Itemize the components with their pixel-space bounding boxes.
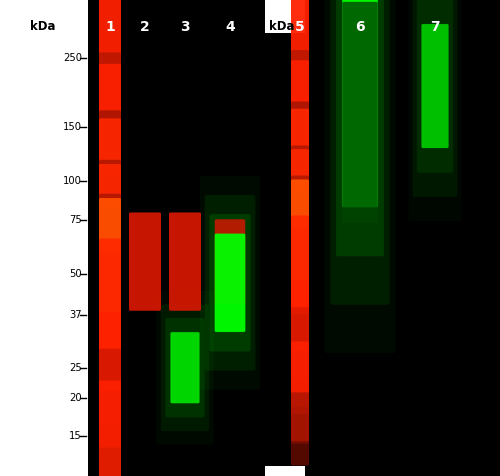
FancyBboxPatch shape bbox=[330, 0, 390, 305]
FancyBboxPatch shape bbox=[99, 181, 121, 275]
FancyBboxPatch shape bbox=[417, 0, 453, 173]
FancyBboxPatch shape bbox=[99, 174, 121, 232]
FancyBboxPatch shape bbox=[99, 312, 121, 424]
FancyBboxPatch shape bbox=[99, 391, 121, 448]
Text: 100: 100 bbox=[256, 159, 275, 169]
FancyBboxPatch shape bbox=[291, 176, 309, 239]
FancyBboxPatch shape bbox=[291, 414, 309, 466]
Bar bbox=[88, 33, 280, 466]
FancyBboxPatch shape bbox=[291, 280, 309, 380]
FancyBboxPatch shape bbox=[421, 24, 449, 149]
FancyBboxPatch shape bbox=[291, 165, 309, 248]
Text: 7: 7 bbox=[430, 20, 440, 34]
Text: 250: 250 bbox=[256, 50, 275, 60]
Text: 6: 6 bbox=[355, 20, 365, 34]
FancyBboxPatch shape bbox=[99, 210, 121, 268]
FancyBboxPatch shape bbox=[291, 159, 309, 210]
Text: 50: 50 bbox=[70, 269, 82, 279]
Text: kDa: kDa bbox=[269, 20, 294, 33]
FancyBboxPatch shape bbox=[99, 164, 121, 276]
FancyBboxPatch shape bbox=[291, 307, 309, 407]
Text: 100: 100 bbox=[63, 176, 82, 186]
FancyBboxPatch shape bbox=[99, 349, 121, 420]
FancyBboxPatch shape bbox=[166, 318, 204, 417]
FancyBboxPatch shape bbox=[422, 24, 448, 148]
FancyBboxPatch shape bbox=[99, 380, 121, 476]
FancyBboxPatch shape bbox=[170, 332, 200, 404]
FancyBboxPatch shape bbox=[412, 0, 458, 197]
FancyBboxPatch shape bbox=[99, 160, 121, 231]
Text: 250: 250 bbox=[63, 53, 82, 63]
FancyBboxPatch shape bbox=[99, 198, 121, 351]
FancyBboxPatch shape bbox=[99, 253, 121, 324]
FancyBboxPatch shape bbox=[291, 314, 309, 377]
Text: 20: 20 bbox=[262, 352, 275, 362]
FancyBboxPatch shape bbox=[204, 195, 256, 370]
Text: 20: 20 bbox=[70, 393, 82, 403]
Text: 25: 25 bbox=[69, 363, 82, 373]
Text: 5: 5 bbox=[295, 20, 305, 34]
Text: 4: 4 bbox=[225, 20, 235, 34]
Text: 2: 2 bbox=[140, 20, 150, 34]
FancyBboxPatch shape bbox=[99, 194, 121, 265]
FancyBboxPatch shape bbox=[99, 0, 121, 120]
Text: 25: 25 bbox=[262, 325, 275, 335]
Text: 1: 1 bbox=[105, 20, 115, 34]
Bar bbox=[0, 0, 88, 476]
FancyBboxPatch shape bbox=[342, 0, 378, 208]
Text: 75: 75 bbox=[69, 215, 82, 225]
FancyBboxPatch shape bbox=[99, 64, 121, 189]
FancyBboxPatch shape bbox=[99, 52, 121, 123]
FancyBboxPatch shape bbox=[291, 216, 309, 351]
Text: 15: 15 bbox=[69, 431, 82, 441]
FancyBboxPatch shape bbox=[170, 332, 200, 403]
Text: 15: 15 bbox=[262, 387, 275, 397]
FancyBboxPatch shape bbox=[99, 348, 121, 447]
FancyBboxPatch shape bbox=[99, 58, 121, 181]
FancyBboxPatch shape bbox=[169, 212, 201, 311]
FancyBboxPatch shape bbox=[342, 0, 378, 208]
Bar bbox=[280, 33, 500, 466]
FancyBboxPatch shape bbox=[291, 0, 309, 111]
Text: 150: 150 bbox=[256, 111, 275, 121]
Text: 75: 75 bbox=[262, 194, 275, 204]
FancyBboxPatch shape bbox=[291, 101, 309, 165]
Text: 150: 150 bbox=[63, 121, 82, 131]
Text: 37: 37 bbox=[262, 278, 275, 288]
FancyBboxPatch shape bbox=[161, 305, 209, 431]
FancyBboxPatch shape bbox=[342, 2, 378, 223]
FancyBboxPatch shape bbox=[215, 219, 245, 304]
FancyBboxPatch shape bbox=[215, 234, 245, 332]
FancyBboxPatch shape bbox=[291, 351, 309, 402]
FancyBboxPatch shape bbox=[210, 214, 250, 351]
Text: kDa: kDa bbox=[30, 20, 55, 33]
FancyBboxPatch shape bbox=[291, 341, 309, 441]
FancyBboxPatch shape bbox=[99, 238, 121, 391]
Text: 37: 37 bbox=[70, 310, 82, 320]
FancyBboxPatch shape bbox=[291, 190, 309, 242]
FancyBboxPatch shape bbox=[291, 392, 309, 444]
FancyBboxPatch shape bbox=[291, 179, 309, 316]
FancyBboxPatch shape bbox=[291, 55, 309, 165]
FancyBboxPatch shape bbox=[99, 119, 121, 244]
Text: 3: 3 bbox=[180, 20, 190, 34]
FancyBboxPatch shape bbox=[291, 50, 309, 113]
FancyBboxPatch shape bbox=[291, 146, 309, 209]
FancyBboxPatch shape bbox=[99, 110, 121, 181]
FancyBboxPatch shape bbox=[336, 0, 384, 256]
FancyBboxPatch shape bbox=[99, 275, 121, 315]
FancyBboxPatch shape bbox=[129, 212, 161, 311]
Bar bbox=[265, 0, 305, 476]
Text: 50: 50 bbox=[262, 242, 275, 252]
FancyBboxPatch shape bbox=[291, 60, 309, 172]
FancyBboxPatch shape bbox=[291, 109, 309, 220]
FancyBboxPatch shape bbox=[291, 248, 309, 283]
FancyBboxPatch shape bbox=[214, 233, 246, 332]
FancyBboxPatch shape bbox=[291, 149, 309, 249]
FancyBboxPatch shape bbox=[291, 228, 309, 292]
Text: 10: 10 bbox=[262, 435, 275, 445]
